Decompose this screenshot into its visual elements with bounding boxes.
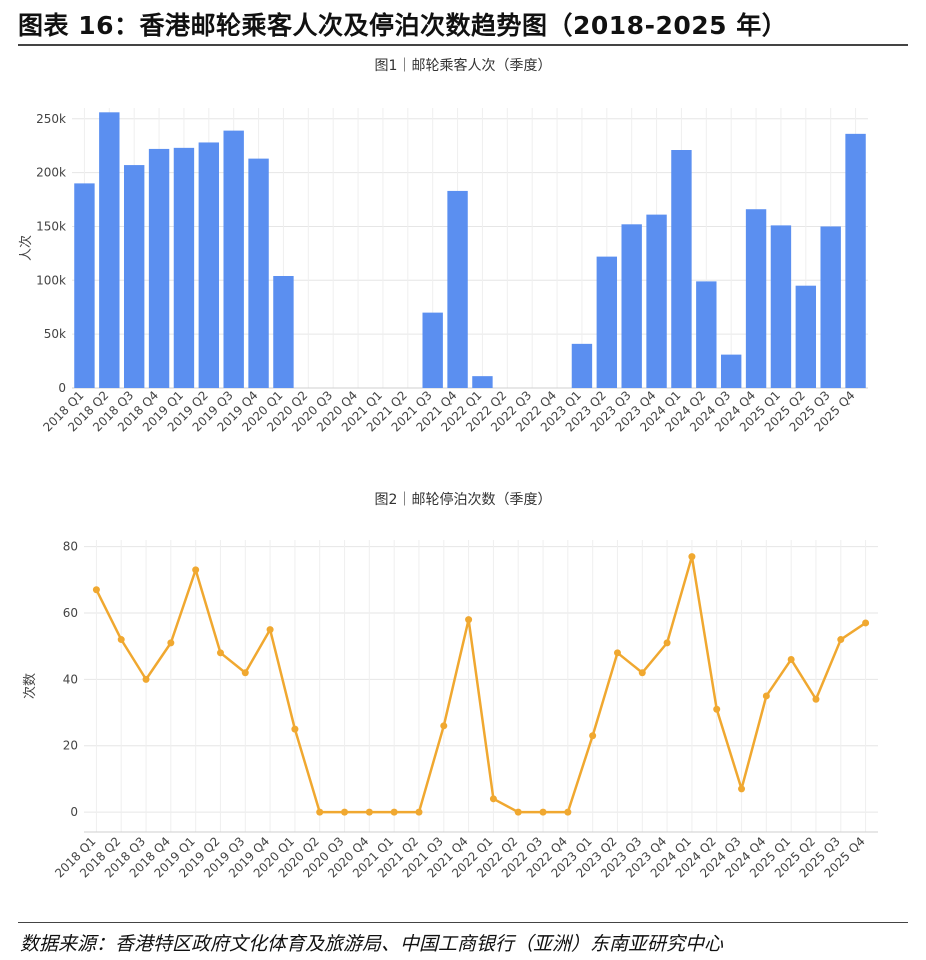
y-grid — [84, 546, 878, 813]
berthing-line-chart: 图2｜邮轮停泊次数（季度） 0 20 40 60 80 次数 2018 Q1 2018 Q2 20… — [0, 480, 926, 900]
bar — [596, 256, 618, 388]
data-point — [589, 732, 597, 740]
y-tick-label: 200k — [36, 166, 66, 180]
bar-series — [74, 112, 866, 389]
y-axis-label: 人次 — [18, 235, 34, 261]
bar — [621, 224, 642, 388]
bar — [795, 285, 817, 388]
bar — [472, 376, 493, 388]
bar — [248, 158, 269, 388]
top-divider — [18, 44, 908, 46]
data-point — [440, 722, 448, 730]
y-tick-label: 250k — [36, 112, 66, 126]
bar — [223, 130, 244, 388]
bar — [696, 281, 717, 388]
data-point — [713, 705, 721, 713]
data-point — [117, 636, 125, 644]
figure-title: 图表 16：香港邮轮乘客人次及停泊次数趋势图（2018-2025 年） — [18, 11, 788, 40]
bar — [845, 133, 866, 388]
data-point — [241, 669, 249, 677]
chart-title: 图1｜邮轮乘客人次（季度） — [375, 57, 552, 74]
y-tick-label: 60 — [63, 606, 78, 620]
bottom-divider — [18, 922, 908, 923]
data-point — [787, 655, 795, 663]
data-point — [862, 619, 870, 627]
y-tick-label: 40 — [63, 672, 78, 686]
data-point — [514, 808, 522, 816]
bar — [148, 148, 170, 388]
data-point — [390, 808, 398, 816]
bar — [422, 312, 443, 388]
data-point — [92, 586, 100, 594]
chart-svg: 图1｜邮轮乘客人次（季度）050k100k150k200k250k人次2018 … — [18, 57, 868, 434]
data-point — [142, 675, 150, 683]
data-point — [216, 649, 224, 657]
data-point — [167, 639, 175, 647]
bar — [720, 354, 742, 388]
y-tick-label: 100k — [36, 273, 66, 287]
data-point — [365, 808, 373, 816]
source-note: 数据来源：香港特区政府文化体育及旅游局、中国工商银行（亚洲）东南亚研究中心 — [20, 933, 724, 955]
bar — [273, 276, 294, 388]
data-point — [638, 669, 646, 677]
passenger-bar-chart: 图1｜邮轮乘客人次（季度） 0 50k 100k 150k 200k 250k 人次 2018 … — [0, 48, 926, 448]
data-point — [539, 808, 547, 816]
y-tick-label: 0 — [70, 805, 78, 819]
bar — [820, 226, 841, 388]
bar — [173, 147, 195, 388]
data-point — [341, 808, 349, 816]
bar — [198, 142, 220, 388]
series-line — [95, 555, 867, 814]
data-point — [489, 795, 497, 803]
data-point — [688, 553, 696, 561]
y-tick-label: 0 — [58, 381, 66, 395]
data-point — [762, 692, 770, 700]
data-point — [837, 636, 845, 644]
bar — [447, 190, 468, 388]
data-point — [738, 785, 746, 793]
y-tick-label: 150k — [36, 219, 66, 233]
data-point — [663, 639, 671, 647]
data-point — [316, 808, 324, 816]
data-point — [266, 626, 274, 634]
bar — [745, 209, 767, 388]
data-point — [564, 808, 572, 816]
bar — [671, 150, 692, 388]
bar — [99, 112, 120, 389]
line-points — [92, 553, 870, 816]
data-point — [291, 725, 299, 733]
data-point — [465, 616, 473, 624]
chart-title: 图2｜邮轮停泊次数（季度） — [375, 491, 552, 508]
bar — [646, 214, 667, 388]
bar — [770, 225, 792, 388]
data-point — [192, 566, 200, 574]
y-tick-label: 20 — [63, 739, 78, 753]
data-point — [812, 695, 820, 703]
y-axis-label: 次数 — [22, 673, 38, 699]
y-tick-label: 80 — [63, 540, 78, 554]
x-grid — [95, 540, 867, 832]
bar — [74, 183, 95, 388]
y-tick-label: 50k — [44, 327, 66, 341]
bar — [123, 165, 145, 388]
bar — [571, 343, 593, 388]
data-point — [613, 649, 621, 657]
data-point — [415, 808, 423, 816]
